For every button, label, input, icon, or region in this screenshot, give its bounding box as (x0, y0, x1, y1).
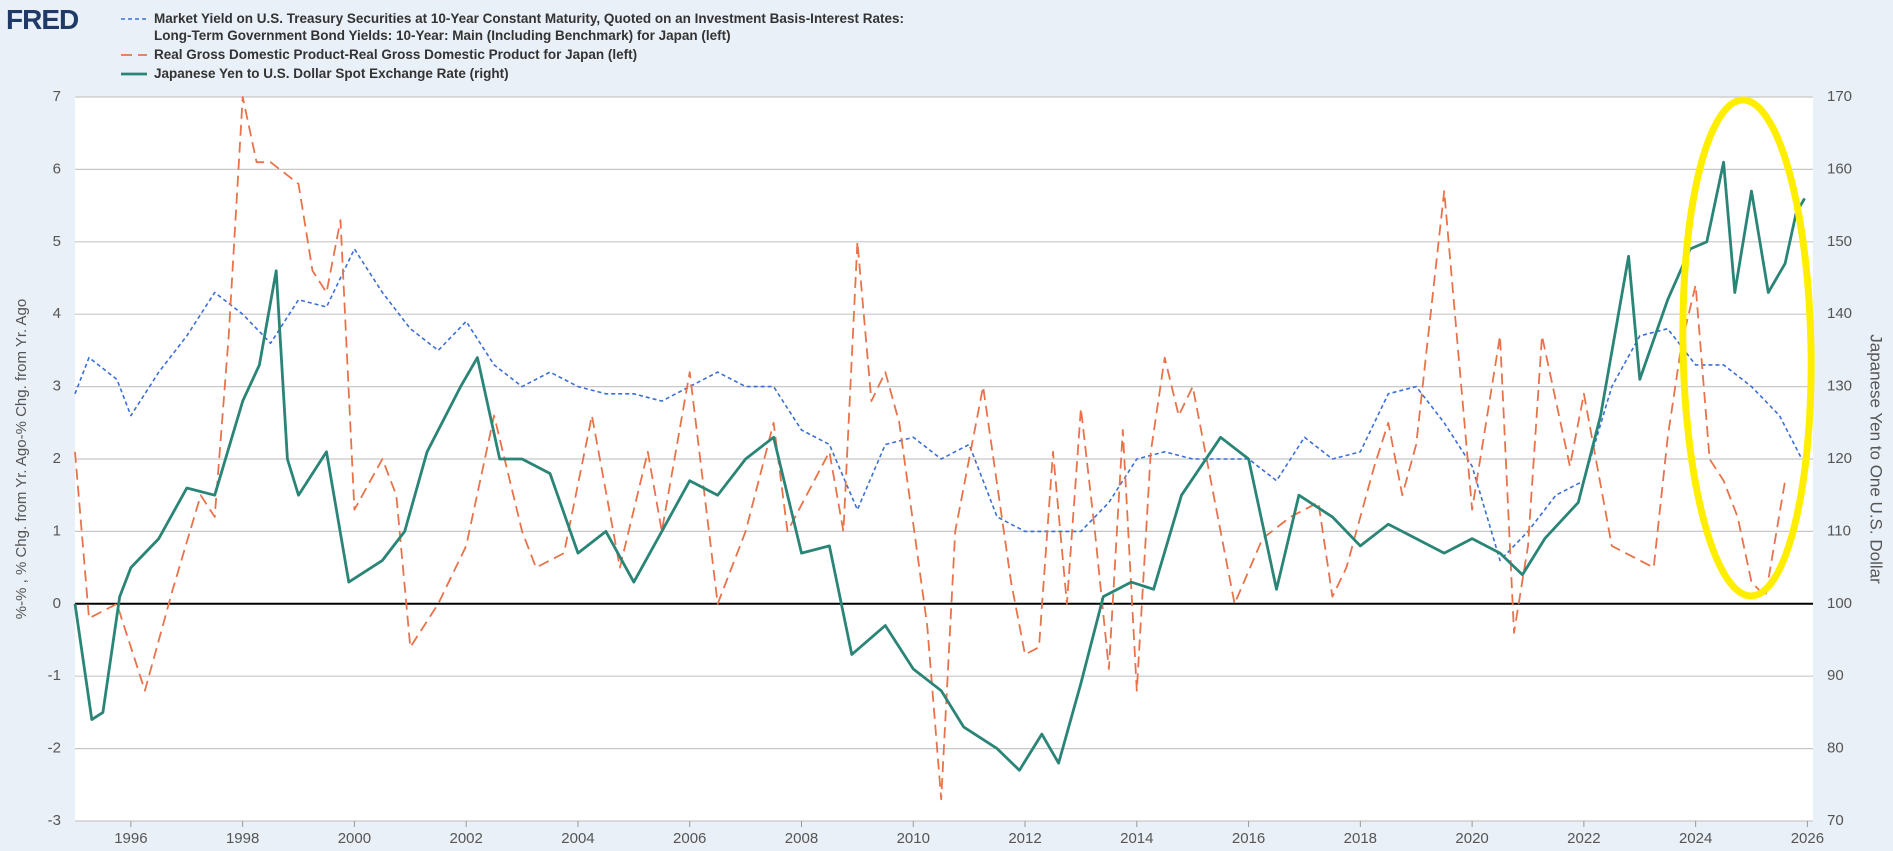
x-tick-label: 2014 (1120, 830, 1153, 847)
y2-tick-label: 120 (1827, 450, 1852, 467)
legend-swatch (121, 72, 147, 76)
x-tick-label: 2026 (1791, 830, 1824, 847)
y2-tick-label: 90 (1827, 667, 1844, 684)
legend-label: Japanese Yen to U.S. Dollar Spot Exchang… (154, 66, 509, 81)
y-tick-label: 7 (53, 88, 61, 105)
series-line (74, 96, 1786, 801)
x-tick-label: 2016 (1232, 830, 1265, 847)
y-tick-label: -1 (48, 667, 61, 684)
left-axis-label: %-% , % Chg. from Yr. Ago-% Chg. from Yr… (13, 299, 30, 619)
x-tick-label: 2008 (785, 830, 818, 847)
y-tick-label: 3 (53, 378, 61, 395)
y2-tick-label: 140 (1827, 305, 1852, 322)
x-tick-label: 1996 (114, 830, 147, 847)
x-tick-label: 2010 (897, 830, 930, 847)
y-tick-label: 1 (53, 522, 61, 539)
axis-labels: -3 -2 -1 0 1 2 3 4 5 6 7 70 80 90 100 110 120 130 140 150 16… (48, 88, 1852, 847)
y2-tick-label: 110 (1827, 522, 1851, 539)
y-tick-label: 4 (53, 305, 61, 322)
series-lines (73, 96, 1806, 801)
x-tick-label: 2020 (1455, 830, 1488, 847)
y-tick-label: -3 (48, 812, 61, 829)
legend-label: Market Yield on U.S. Treasury Securities… (154, 11, 904, 43)
right-axis-label: Japanese Yen to One U.S. Dollar (1867, 334, 1886, 584)
legend: Market Yield on U.S. Treasury Securities… (120, 10, 940, 84)
y2-tick-label: 80 (1827, 740, 1844, 757)
series-line (74, 248, 1803, 562)
y-tick-label: -2 (48, 740, 61, 757)
y-tick-label: 0 (53, 595, 61, 612)
y2-tick-label: 130 (1827, 378, 1852, 395)
y2-tick-label: 160 (1827, 160, 1852, 177)
y-tick-label: 2 (53, 450, 61, 467)
y-tick-label: 6 (53, 160, 61, 177)
highlight-annotation (1679, 96, 1815, 600)
x-tick-label: 2012 (1008, 830, 1041, 847)
x-tick-label: 2002 (450, 830, 483, 847)
y2-tick-label: 100 (1827, 595, 1852, 612)
y2-tick-label: 170 (1827, 88, 1852, 105)
legend-item: Market Yield on U.S. Treasury Securities… (120, 10, 940, 44)
x-tick-label: 2006 (673, 830, 706, 847)
y-tick-label: 5 (53, 233, 61, 250)
legend-item: Real Gross Domestic Product-Real Gross D… (120, 46, 940, 63)
x-tick-label: 2004 (561, 830, 594, 847)
legend-item: Japanese Yen to U.S. Dollar Spot Exchang… (120, 65, 940, 82)
legend-swatch (121, 18, 147, 20)
x-tick-label: 2024 (1679, 830, 1712, 847)
legend-swatch (121, 54, 147, 56)
logo: FRED (6, 4, 79, 35)
y2-tick-label: 150 (1827, 233, 1852, 250)
x-tick-label: 2000 (338, 830, 371, 847)
y2-tick-label: 70 (1827, 812, 1844, 829)
x-tick-label: 2018 (1344, 830, 1377, 847)
x-tick-label: 1998 (226, 830, 259, 847)
series-line (73, 160, 1806, 772)
legend-label: Real Gross Domestic Product-Real Gross D… (154, 47, 638, 62)
x-tick-label: 2022 (1567, 830, 1600, 847)
